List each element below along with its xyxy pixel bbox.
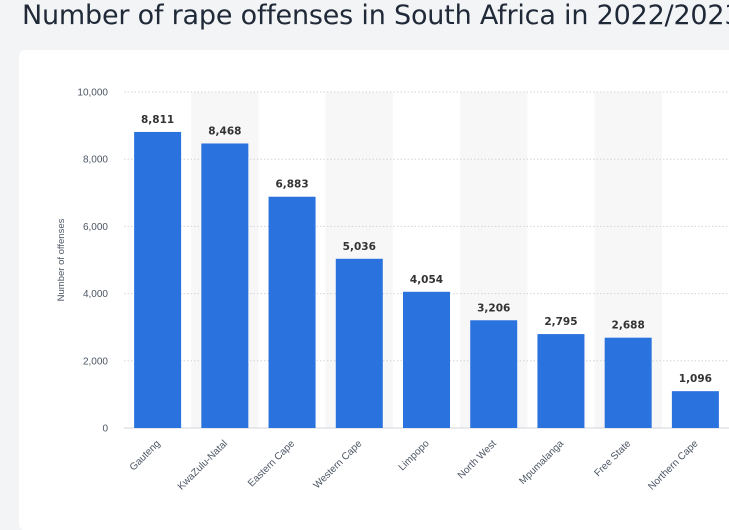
x-tick-label: Mpumalanga xyxy=(517,438,566,487)
bar-6 xyxy=(537,334,585,428)
x-tick-label: Gauteng xyxy=(128,438,163,473)
bar-4 xyxy=(403,291,450,428)
bars xyxy=(134,131,719,429)
x-tick-label: Western Cape xyxy=(312,438,365,491)
x-tick-label: Limpopo xyxy=(397,438,432,473)
bar-chart: 0 2,000 4,000 6,000 8,000 10,000 8,811 8,468 6,… xyxy=(56,88,729,493)
bar-0 xyxy=(134,131,182,429)
y-axis-ticks: 0 2,000 4,000 6,000 8,000 10,000 xyxy=(77,88,108,435)
bar-2 xyxy=(268,196,316,428)
bar-3 xyxy=(335,258,383,428)
y-tick-label: 2,000 xyxy=(83,356,108,367)
bar-7 xyxy=(604,337,652,428)
y-tick-label: 4,000 xyxy=(83,289,108,300)
y-tick-label: 8,000 xyxy=(83,155,108,166)
y-axis-label: Number of offenses xyxy=(56,218,67,301)
data-label: 8,468 xyxy=(208,125,241,137)
data-label: 2,688 xyxy=(612,320,645,332)
data-labels: 8,811 8,468 6,883 5,036 4,054 3,206 2,795 2,688… xyxy=(141,114,712,385)
bar-8 xyxy=(671,391,719,428)
y-tick-label: 6,000 xyxy=(83,222,108,233)
x-tick-label: KwaZulu-Natal xyxy=(176,438,230,492)
data-label: 1,096 xyxy=(679,373,712,385)
x-axis-ticks: Gauteng KwaZulu-Natal Eastern Cape Western … xyxy=(128,438,701,492)
data-label: 8,811 xyxy=(141,114,174,126)
x-tick-label: Northern Cape xyxy=(646,438,700,492)
data-label: 4,054 xyxy=(410,274,443,286)
bar-1 xyxy=(201,143,249,428)
x-tick-label: North West xyxy=(456,438,499,481)
bar-5 xyxy=(470,320,518,428)
data-label: 5,036 xyxy=(343,241,376,253)
x-tick-label: Eastern Cape xyxy=(246,438,297,489)
page-title: Number of rape offenses in South Africa … xyxy=(22,0,729,31)
x-tick-label: Free State xyxy=(592,438,633,479)
y-tick-label: 10,000 xyxy=(77,88,108,99)
data-label: 3,206 xyxy=(477,302,510,314)
data-label: 2,795 xyxy=(544,316,577,328)
data-label: 6,883 xyxy=(275,179,308,191)
y-tick-label: 0 xyxy=(102,424,108,435)
